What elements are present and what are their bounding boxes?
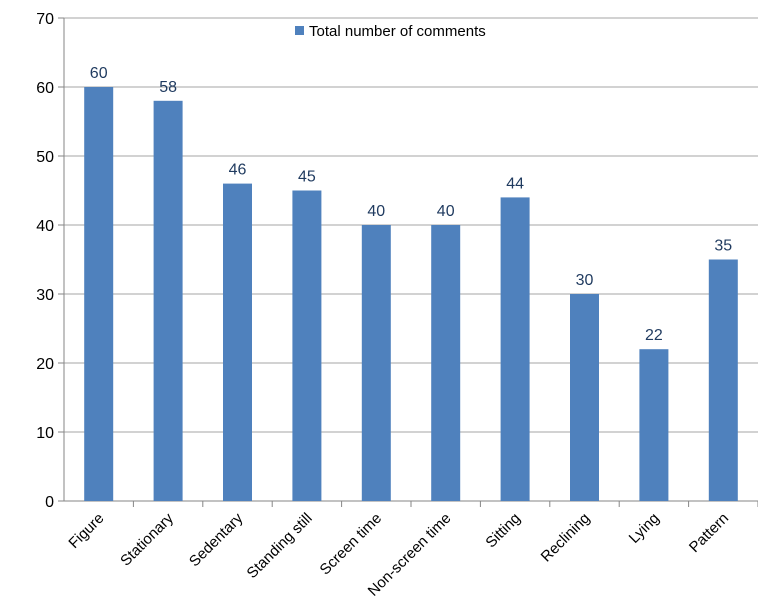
bar: [223, 183, 252, 501]
data-label: 60: [90, 65, 108, 82]
data-label: 35: [714, 238, 732, 255]
bars: 60 58 46 45 40 40 44 30 22 35: [84, 65, 738, 502]
data-label: 40: [367, 203, 385, 220]
bar: [361, 225, 391, 501]
y-tick-label: 30: [36, 287, 54, 304]
data-label: 30: [576, 272, 594, 289]
y-tick-label: 60: [36, 80, 54, 97]
x-tick-label: Reclining: [538, 510, 594, 566]
data-label: 44: [506, 175, 524, 192]
y-tick-label: 40: [36, 218, 54, 235]
bar: [153, 100, 183, 502]
y-axis: 0 10 20 30 40 50 60 70: [36, 11, 65, 511]
legend-label: Total number of comments: [309, 23, 486, 40]
bar: [639, 349, 669, 501]
x-tick-label: Lying: [626, 510, 663, 547]
data-label: 45: [298, 169, 316, 186]
x-tick-label: Stationary: [117, 509, 177, 569]
bar: [570, 294, 599, 501]
bar: [292, 190, 322, 501]
data-label: 46: [229, 162, 247, 179]
bar: [431, 225, 461, 501]
bar: [500, 197, 530, 501]
bar: [84, 87, 114, 501]
x-tick-label: Pattern: [686, 510, 732, 556]
x-tick-label: Figure: [65, 510, 107, 552]
data-label: 40: [437, 203, 455, 220]
y-tick-label: 70: [36, 11, 54, 28]
y-tick-label: 50: [36, 149, 54, 166]
bar: [708, 259, 738, 501]
data-label: 22: [645, 327, 663, 344]
legend-swatch: [295, 26, 304, 35]
x-tick-label: Sitting: [482, 510, 524, 552]
x-tick-label: Standing still: [244, 510, 316, 582]
data-label: 58: [159, 79, 177, 96]
x-tick-label: Sedentary: [186, 509, 247, 570]
legend: Total number of comments: [295, 23, 486, 40]
y-tick-label: 20: [36, 356, 54, 373]
y-tick-label: 10: [36, 425, 54, 442]
y-tick-label: 0: [45, 494, 54, 511]
x-tick-label: Screen time: [317, 510, 386, 579]
